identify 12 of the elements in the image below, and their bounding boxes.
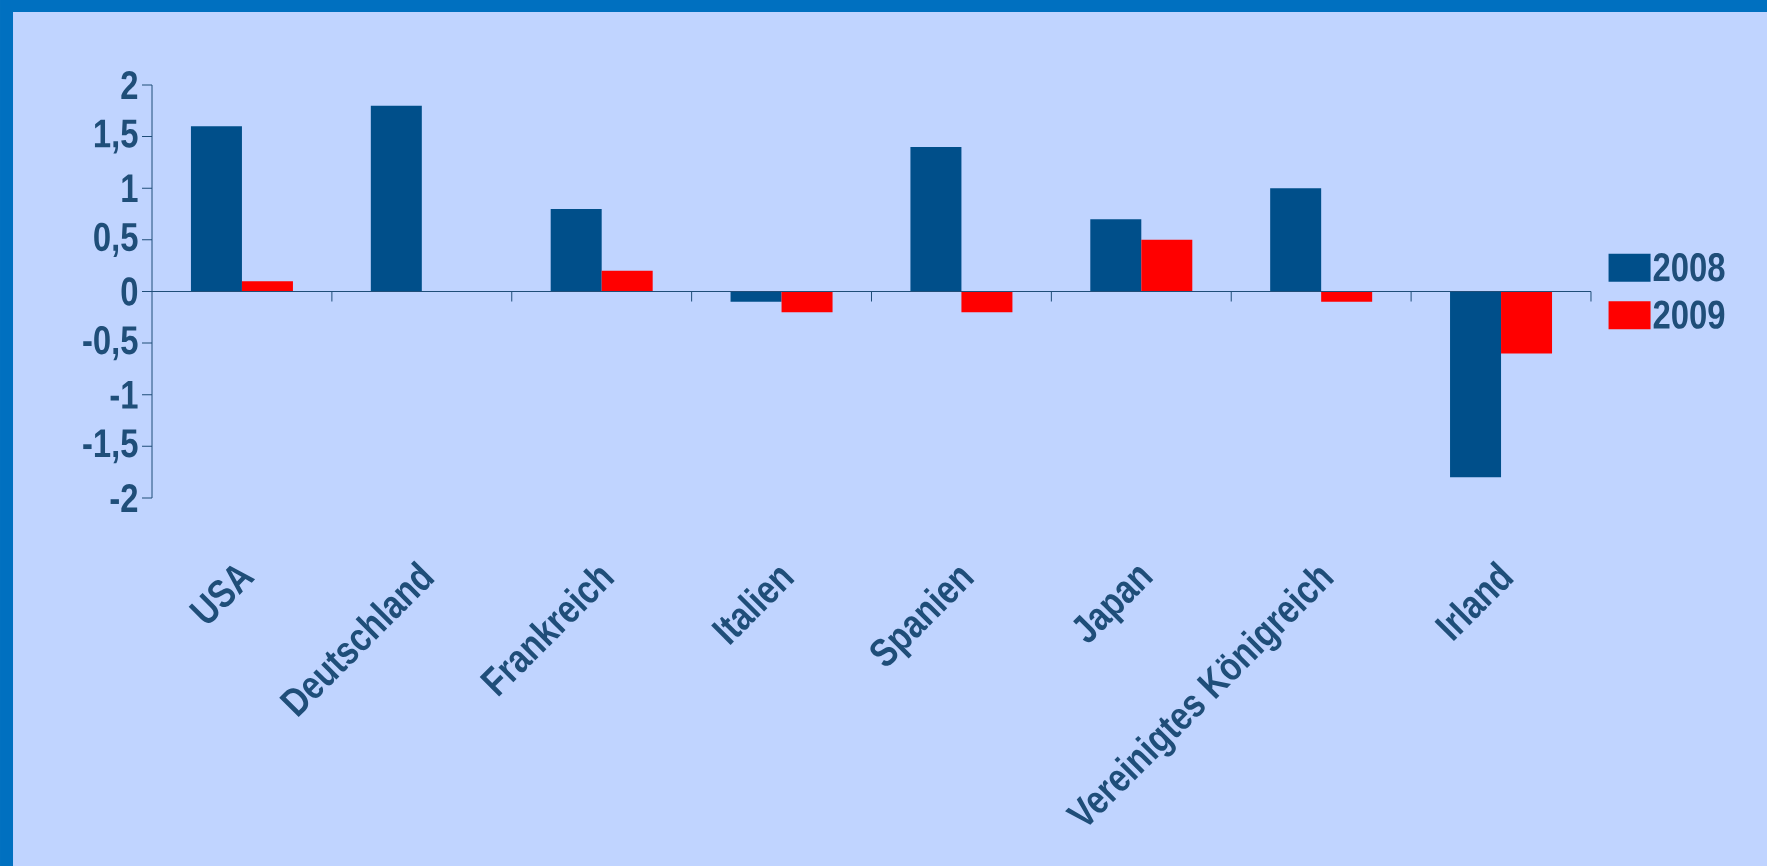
y-tick-label: 1	[122, 174, 138, 202]
y-tick-label: -1	[110, 380, 138, 409]
legend-label: 2008	[1653, 253, 1725, 282]
y-tick-label: -0,5	[83, 326, 138, 361]
y-tick-label: 1,5	[94, 119, 138, 154]
y-tick-label: 0	[121, 277, 138, 306]
y-tick-label: 0,5	[94, 222, 138, 257]
y-tick-label: -2	[110, 484, 138, 512]
x-tick-label: USA	[188, 565, 256, 623]
y-tick-label: 2	[121, 71, 138, 99]
y-tick-label: -1,5	[83, 429, 138, 464]
legend-label: 2009	[1653, 300, 1725, 329]
